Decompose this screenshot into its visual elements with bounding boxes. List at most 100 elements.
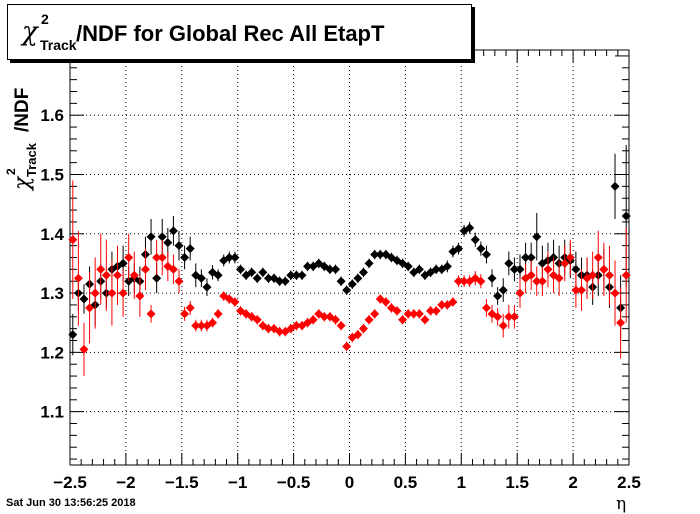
data-point xyxy=(431,306,441,316)
data-point xyxy=(291,321,301,331)
data-point xyxy=(113,270,123,280)
data-point xyxy=(543,264,553,274)
data-point xyxy=(129,270,139,280)
x-tick-label: 0 xyxy=(345,473,354,492)
data-point xyxy=(258,267,268,277)
data-point xyxy=(224,253,234,262)
data-point xyxy=(565,253,575,262)
data-point xyxy=(493,291,503,301)
data-point xyxy=(431,264,441,274)
data-point xyxy=(498,321,508,331)
data-point xyxy=(157,253,167,262)
data-point xyxy=(398,315,408,325)
data-point xyxy=(252,315,262,325)
data-point xyxy=(252,273,262,283)
x-tick-label: 0.5 xyxy=(394,473,418,492)
timestamp-label: Sat Jun 30 13:56:25 2018 xyxy=(6,497,136,509)
data-point xyxy=(420,315,430,325)
data-point xyxy=(604,270,614,280)
data-point xyxy=(185,244,195,254)
y-tick-label: 1.3 xyxy=(40,284,64,303)
data-point xyxy=(414,309,424,319)
data-point xyxy=(554,273,564,283)
data-point xyxy=(515,264,525,274)
data-point xyxy=(381,297,391,307)
data-point xyxy=(621,211,631,221)
data-point xyxy=(235,264,245,274)
title-chi-symbol: χ xyxy=(22,17,38,47)
data-point xyxy=(303,261,313,271)
series-1 xyxy=(68,180,631,377)
data-point xyxy=(319,312,329,322)
data-point xyxy=(286,270,296,280)
data-point xyxy=(498,285,508,295)
data-point xyxy=(174,241,184,251)
data-point xyxy=(353,330,363,340)
y-axis-label: χ 2 Track /NDF xyxy=(2,40,42,190)
data-point xyxy=(152,273,162,283)
data-point xyxy=(342,285,352,295)
data-point xyxy=(263,324,273,334)
data-point xyxy=(504,312,514,322)
data-point xyxy=(487,273,497,283)
data-point xyxy=(454,244,464,254)
data-point xyxy=(454,276,464,286)
x-tick-label: −1.5 xyxy=(165,473,199,492)
data-point xyxy=(426,306,436,316)
x-tick-label: 1 xyxy=(457,473,466,492)
data-point xyxy=(476,276,486,286)
data-point xyxy=(437,300,447,310)
data-point xyxy=(593,253,603,262)
data-point xyxy=(191,321,201,331)
data-point xyxy=(68,235,78,245)
data-point xyxy=(532,232,542,242)
data-point xyxy=(392,306,402,316)
data-point xyxy=(476,244,486,254)
title-superscript: 2 xyxy=(41,11,49,27)
chart-title: /NDF for Global Rec All EtapT xyxy=(76,21,385,46)
y-tick-label: 1.4 xyxy=(40,225,64,244)
data-point xyxy=(185,303,195,313)
data-series xyxy=(68,144,631,377)
data-point xyxy=(521,253,531,262)
data-point xyxy=(470,235,480,245)
y-axis-label-chi: χ xyxy=(10,176,35,190)
data-point xyxy=(325,264,335,274)
x-tick-label: 2.5 xyxy=(617,473,641,492)
data-point xyxy=(616,318,626,328)
data-point xyxy=(73,273,83,283)
data-point xyxy=(308,315,318,325)
data-point xyxy=(481,250,491,260)
data-point xyxy=(180,253,190,262)
chart-title-box: χ 2 Track /NDF for Global Rec All EtapT xyxy=(7,4,472,60)
x-axis-ticks: −2.5 −2 −1.5 −1 −0.5 0 0.5 1 1.5 2 2.5 xyxy=(53,50,641,492)
x-axis-label: η xyxy=(616,494,627,514)
data-point xyxy=(202,282,212,292)
data-point xyxy=(196,273,206,283)
y-tick-label: 1.1 xyxy=(40,403,64,422)
data-point xyxy=(174,276,184,286)
data-point xyxy=(124,253,134,262)
data-point xyxy=(364,315,374,325)
data-point xyxy=(331,315,341,325)
data-point xyxy=(336,276,346,286)
data-point xyxy=(79,294,89,304)
data-point xyxy=(291,270,301,280)
data-point xyxy=(90,288,100,298)
data-point xyxy=(196,321,206,331)
x-tick-label: −1 xyxy=(228,473,247,492)
data-point xyxy=(504,258,514,268)
data-point xyxy=(515,288,525,298)
data-point xyxy=(342,341,352,351)
data-point xyxy=(414,264,424,274)
data-point xyxy=(560,258,570,268)
data-point xyxy=(610,181,620,191)
data-point xyxy=(85,303,95,313)
data-point xyxy=(101,270,111,280)
data-point xyxy=(336,321,346,331)
y-tick-label: 1.2 xyxy=(40,343,64,362)
data-point xyxy=(118,258,128,268)
data-point xyxy=(370,250,380,260)
y-axis-label-text: /NDF xyxy=(12,87,33,132)
